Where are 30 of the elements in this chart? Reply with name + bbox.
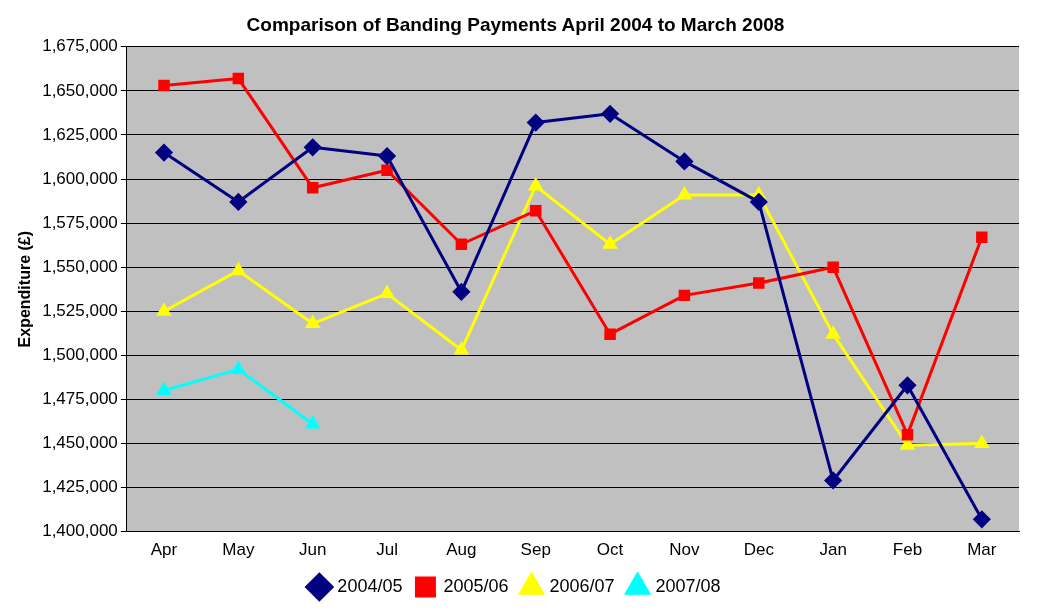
x-tick-label: Jul [376,540,398,560]
y-tick-label: 1,475,000 [42,389,118,409]
x-tick-label: Feb [892,540,923,560]
x-tick-label: Jun [298,540,327,560]
x-tick-label: Oct [596,540,624,560]
y-tick-label: 1,400,000 [42,521,118,541]
y-tick-label: 1,650,000 [42,80,118,100]
x-tick-label: Mar [967,540,997,560]
y-tick-label: 1,500,000 [42,345,118,364]
y-tick-label: 1,575,000 [42,212,118,232]
y-tick-label: 1,425,000 [42,477,118,497]
x-tick-label: Apr [150,540,178,560]
chart-title: Comparison of Banding Payments April 2004 to March 2008 [246,13,785,35]
x-tick-label: Aug [446,540,477,560]
y-tick-label: 1,550,000 [42,256,118,276]
legend-label: 2005/06 [443,575,509,596]
y-tick-label: 1,675,000 [42,36,118,56]
x-tick-label: Nov [669,540,701,560]
x-tick-label: Jan [819,540,847,560]
y-tick-label: 1,525,000 [42,300,118,320]
x-tick-label: May [222,540,255,560]
y-tick-label: 1,600,000 [42,168,118,188]
legend-label: 2006/07 [549,575,615,596]
y-tick-label: 1,625,000 [42,124,118,144]
legend-label: 2004/05 [337,575,403,596]
x-tick-label: Sep [520,540,551,560]
legend-label: 2007/08 [655,575,721,596]
y-tick-label: 1,450,000 [42,433,118,453]
y-axis-title: Expenditure (£) [16,230,34,348]
x-tick-label: Dec [743,540,775,560]
